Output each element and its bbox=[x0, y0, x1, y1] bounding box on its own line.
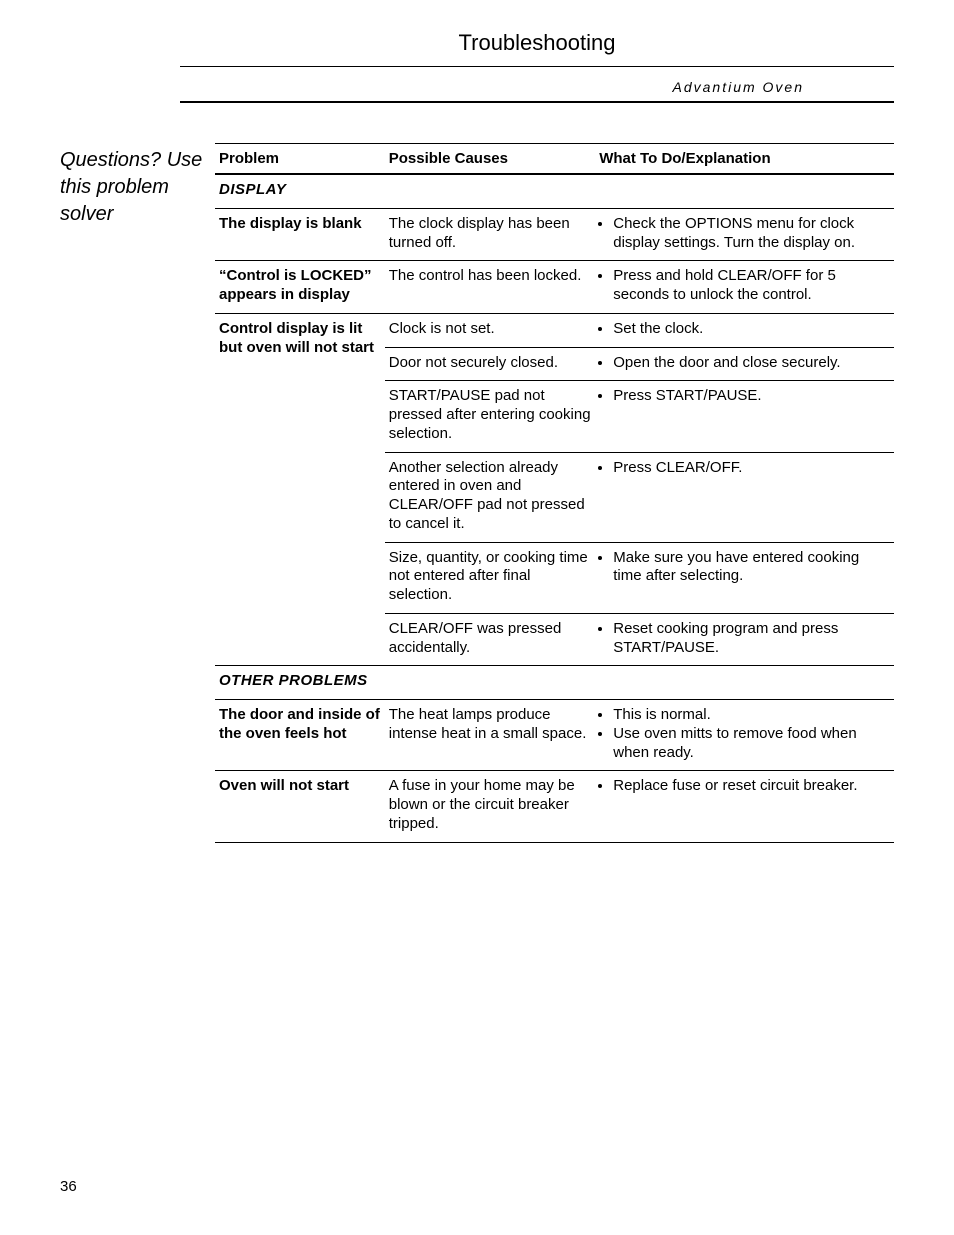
cell-action: This is normal. Use oven mitts to remove… bbox=[595, 700, 894, 771]
page-number: 36 bbox=[60, 1178, 77, 1195]
cell-action: Press and hold CLEAR/OFF for 5 seconds t… bbox=[595, 261, 894, 314]
action-item: Press START/PAUSE. bbox=[613, 387, 890, 406]
cell-action: Make sure you have entered cooking time … bbox=[595, 542, 894, 613]
cell-cause: The heat lamps produce intense heat in a… bbox=[385, 700, 595, 771]
section-heading-other: OTHER PROBLEMS bbox=[215, 666, 894, 700]
cell-action: Set the clock. bbox=[595, 313, 894, 347]
table-header-row: Problem Possible Causes What To Do/Expla… bbox=[215, 144, 894, 175]
cell-cause: Another selection already entered in ove… bbox=[385, 452, 595, 542]
action-item: Press and hold CLEAR/OFF for 5 seconds t… bbox=[613, 267, 890, 305]
table-row: The door and inside of the oven feels ho… bbox=[215, 700, 894, 771]
cell-action: Open the door and close securely. bbox=[595, 347, 894, 381]
cell-cause: START/PAUSE pad not pressed after enteri… bbox=[385, 381, 595, 452]
cell-problem: “Control is LOCKED” appears in display bbox=[215, 261, 385, 314]
cell-cause: Size, quantity, or cooking time not ente… bbox=[385, 542, 595, 613]
header-cause: Possible Causes bbox=[385, 144, 595, 175]
table-row: Oven will not start A fuse in your home … bbox=[215, 771, 894, 842]
cell-problem: Control display is lit but oven will not… bbox=[215, 313, 385, 666]
cell-cause: The control has been locked. bbox=[385, 261, 595, 314]
table-row: Control display is lit but oven will not… bbox=[215, 313, 894, 347]
action-item: Use oven mitts to remove food when when … bbox=[613, 725, 890, 763]
action-item: Open the door and close securely. bbox=[613, 354, 890, 373]
action-item: Set the clock. bbox=[613, 320, 890, 339]
cell-action: Replace fuse or reset circuit breaker. bbox=[595, 771, 894, 842]
cell-cause: A fuse in your home may be blown or the … bbox=[385, 771, 595, 842]
header-problem: Problem bbox=[215, 144, 385, 175]
action-item: Replace fuse or reset circuit breaker. bbox=[613, 777, 890, 796]
header-action: What To Do/Explanation bbox=[595, 144, 894, 175]
cell-problem: The display is blank bbox=[215, 208, 385, 261]
page-title: Troubleshooting bbox=[180, 30, 894, 67]
cell-action: Press CLEAR/OFF. bbox=[595, 452, 894, 542]
cell-action: Reset cooking program and press START/PA… bbox=[595, 613, 894, 666]
cell-action: Check the OPTIONS menu for clock display… bbox=[595, 208, 894, 261]
table-row: “Control is LOCKED” appears in display T… bbox=[215, 261, 894, 314]
section-heading-display: DISPLAY bbox=[215, 174, 894, 208]
cell-problem: Oven will not start bbox=[215, 771, 385, 842]
action-item: Press CLEAR/OFF. bbox=[613, 459, 890, 478]
action-item: Check the OPTIONS menu for clock display… bbox=[613, 215, 890, 253]
product-subtitle: Advantium Oven bbox=[180, 73, 894, 103]
section-row-display: DISPLAY bbox=[215, 174, 894, 208]
action-item: Reset cooking program and press START/PA… bbox=[613, 620, 890, 658]
cell-cause: Clock is not set. bbox=[385, 313, 595, 347]
action-item: Make sure you have entered cooking time … bbox=[613, 549, 890, 587]
cell-cause: The clock display has been turned off. bbox=[385, 208, 595, 261]
table-row: The display is blank The clock display h… bbox=[215, 208, 894, 261]
sidebar-heading: Questions? Use this problem solver bbox=[60, 143, 215, 843]
troubleshooting-table: Problem Possible Causes What To Do/Expla… bbox=[215, 143, 894, 843]
cell-action: Press START/PAUSE. bbox=[595, 381, 894, 452]
cell-cause: Door not securely closed. bbox=[385, 347, 595, 381]
section-row-other: OTHER PROBLEMS bbox=[215, 666, 894, 700]
action-item: This is normal. bbox=[613, 706, 890, 725]
cell-cause: CLEAR/OFF was pressed accidentally. bbox=[385, 613, 595, 666]
cell-problem: The door and inside of the oven feels ho… bbox=[215, 700, 385, 771]
